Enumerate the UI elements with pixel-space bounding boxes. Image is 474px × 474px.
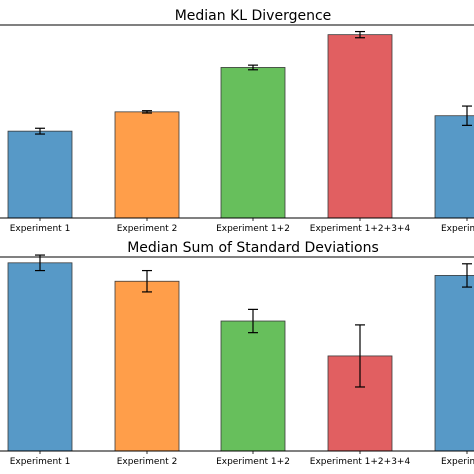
kl-divergence-bars [7, 34, 474, 219]
std-sum-bar [7, 262, 73, 452]
kl-divergence-error-bar [355, 30, 365, 39]
std-sum-bars [7, 262, 474, 452]
std-sum-error-bar [35, 254, 45, 272]
kl-divergence-error-bars [35, 30, 472, 135]
std-sum-error-bar [142, 269, 152, 293]
kl-divergence-tick-label: Experiment 1+2 [216, 224, 290, 234]
kl-divergence-bar [114, 111, 180, 219]
std-sum-tick-label: Experiment 1+2 [216, 457, 290, 467]
kl-divergence-error-bar [142, 110, 152, 114]
std-sum-bar [220, 320, 286, 452]
std-sum-error-bar [248, 308, 258, 334]
kl-divergence-tick-label: Experiment 1 [10, 224, 71, 234]
std-sum-error-bar [462, 263, 472, 288]
kl-divergence-tick-label: Experiment 1+2+3+4 [310, 224, 411, 234]
kl-divergence-bar [434, 115, 474, 219]
std-sum-bar [114, 280, 180, 452]
std-sum-error-bar [355, 324, 365, 388]
kl-divergence-bar [220, 67, 286, 219]
std-sum-panel: Median Sum of Standard Deviations Experi… [0, 240, 474, 467]
std-sum-tick-label: Experiment 1 [10, 457, 71, 467]
kl-divergence-error-bar [35, 127, 45, 135]
kl-divergence-tick-label: Experiment 2 [117, 224, 178, 234]
std-sum-x-ticks: Experiment 1 Experiment 2 Experiment 1+2 Ex… [10, 451, 474, 467]
kl-divergence-bar [327, 34, 393, 219]
kl-divergence-tick-label: Experiment [441, 224, 474, 234]
std-sum-tick-label: Experiment 2 [117, 457, 178, 467]
kl-divergence-x-ticks: Experiment 1 Experiment 2 Experiment 1+2 Ex… [10, 218, 474, 234]
std-sum-title: Median Sum of Standard Deviations [127, 240, 379, 256]
kl-divergence-bar [7, 130, 73, 219]
kl-divergence-error-bar [462, 105, 472, 126]
kl-divergence-panel: Median KL Divergence Experiment 1 Experim… [0, 8, 474, 234]
std-sum-tick-label: Experiment 1+2+3+4 [310, 457, 411, 467]
std-sum-tick-label: Experiment [441, 457, 474, 467]
std-sum-bar [434, 275, 474, 452]
kl-divergence-error-bar [248, 64, 258, 71]
std-sum-error-bars [35, 254, 472, 388]
kl-divergence-title: Median KL Divergence [175, 8, 332, 24]
